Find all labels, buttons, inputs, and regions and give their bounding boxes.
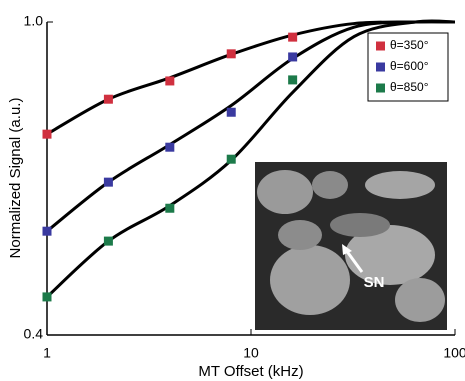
- x-tick-label: 10: [243, 345, 259, 361]
- data-point: [227, 155, 236, 164]
- annotation: SN: [364, 274, 385, 291]
- data-point: [227, 108, 236, 117]
- data-point: [104, 178, 113, 187]
- legend-swatch: [376, 42, 385, 51]
- data-point: [165, 76, 174, 85]
- chart: SN MT Offset (kHz) Normalized Signal (a.…: [0, 0, 465, 381]
- data-point: [165, 204, 174, 213]
- x-tick-label: 1: [43, 345, 51, 361]
- x-axis-label: MT Offset (kHz): [198, 363, 303, 380]
- legend-label: θ=850°: [390, 80, 429, 94]
- data-point: [43, 227, 52, 236]
- legend-label: θ=350°: [390, 38, 429, 52]
- y-tick-label: 1.0: [24, 13, 44, 29]
- data-point: [104, 95, 113, 104]
- data-point: [288, 33, 297, 42]
- data-point: [43, 130, 52, 139]
- inset-image: SN: [255, 162, 447, 330]
- data-point: [104, 237, 113, 246]
- data-point: [165, 143, 174, 152]
- y-tick-label: 0.4: [24, 326, 44, 342]
- data-point: [227, 49, 236, 58]
- y-axis-label: Normalized Signal (a.u.): [7, 98, 24, 259]
- legend-swatch: [376, 84, 385, 93]
- x-tick-label: 100: [443, 345, 465, 361]
- data-point: [43, 292, 52, 301]
- legend-swatch: [376, 63, 385, 72]
- data-point: [288, 52, 297, 61]
- data-point: [288, 75, 297, 84]
- legend-label: θ=600°: [390, 59, 429, 73]
